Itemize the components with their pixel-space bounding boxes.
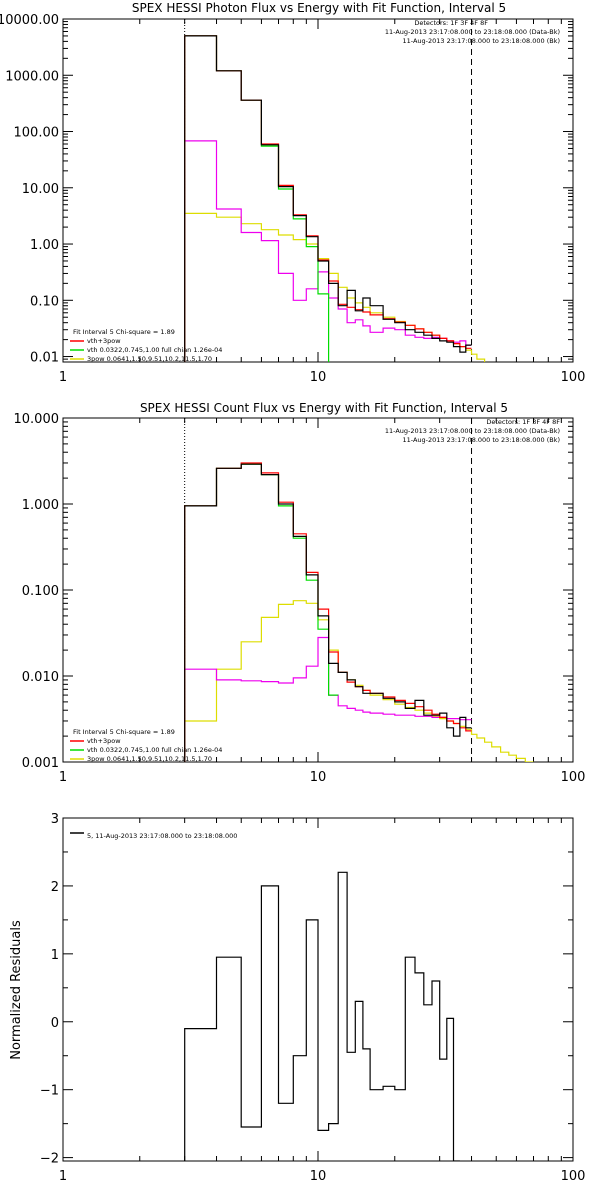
y-tick-label: 0.001 bbox=[22, 756, 59, 771]
y-tick-label: 1.00 bbox=[30, 238, 59, 253]
x-tick-label: 100 bbox=[561, 1169, 586, 1184]
detectors-label-2: Detectors: 1F 3F 4F 8F bbox=[486, 418, 560, 426]
count-flux-title: SPEX HESSI Count Flux vs Energy with Fit… bbox=[140, 401, 508, 415]
y-tick-label: 2 bbox=[51, 880, 59, 895]
y-tick-label: −2 bbox=[40, 1152, 59, 1167]
residuals-panel: Normalized Residuals 5, 11-Aug-2013 23:1… bbox=[9, 812, 585, 1184]
x-tick-label: 1 bbox=[59, 1169, 67, 1184]
legend-vth-label-2: vth 0.0322,0.745,1.00 full chian 1.26e-0… bbox=[87, 746, 222, 754]
y-tick-label: −1 bbox=[40, 1084, 59, 1099]
fit-interval-label-2: Fit Interval 5 Chi-square = 1.89 bbox=[73, 728, 175, 736]
bk-series-line bbox=[184, 636, 472, 762]
residuals-y-label: Normalized Residuals bbox=[9, 920, 24, 1060]
x-tick-label: 100 bbox=[561, 370, 586, 385]
x-tick-label: 10 bbox=[310, 370, 327, 385]
x-tick-label: 10 bbox=[310, 770, 327, 785]
y-tick-label: 1.000 bbox=[22, 498, 59, 513]
y-tick-label: 0.01 bbox=[30, 351, 59, 366]
legend-total-label: vth+3pow bbox=[87, 337, 121, 345]
residuals-legend-label: 5, 11-Aug-2013 23:17:08.000 to 23:18:08.… bbox=[87, 832, 237, 840]
x-tick-label: 1 bbox=[59, 770, 67, 785]
y-tick-label: 1 bbox=[51, 948, 59, 963]
y-tick-label: 0.10 bbox=[30, 294, 59, 309]
y-tick-label: 100.00 bbox=[14, 126, 60, 141]
y-tick-label: 10.00 bbox=[22, 182, 59, 197]
data-series-line bbox=[184, 871, 460, 1161]
data-interval-label: 11-Aug-2013 23:17:08.000 to 23:18:08.000… bbox=[385, 28, 560, 36]
legend-vth-label: vth 0.0322,0.745,1.00 full chian 1.26e-0… bbox=[87, 346, 222, 354]
y-tick-label: 0 bbox=[51, 1016, 59, 1031]
legend-pow-label: 3pow 0.0641,1.50,9.51,10.2,11.5,1.70 bbox=[87, 355, 212, 363]
y-tick-label: 0.010 bbox=[22, 670, 59, 685]
data-series-line bbox=[184, 463, 472, 762]
legend-pow-label-2: 3pow 0.0641,1.50,9.51,10.2,11.5,1.70 bbox=[87, 755, 212, 763]
y-tick-label: 0.100 bbox=[22, 584, 59, 599]
count-flux-panel: SPEX HESSI Count Flux vs Energy with Fit… bbox=[14, 401, 586, 785]
x-tick-label: 100 bbox=[561, 770, 586, 785]
photon-flux-panel: SPEX HESSI Photon Flux vs Energy with Fi… bbox=[0, 1, 585, 385]
photon-flux-title: SPEX HESSI Photon Flux vs Energy with Fi… bbox=[132, 1, 506, 15]
y-tick-label: 3 bbox=[51, 812, 59, 827]
fit-interval-label: Fit Interval 5 Chi-square = 1.89 bbox=[73, 328, 175, 336]
data-series-line bbox=[184, 35, 472, 362]
data-interval-label-2: 11-Aug-2013 23:17:08.000 to 23:18:08.000… bbox=[385, 427, 560, 435]
detectors-label: Detectors: 1F 3F 4F 8F bbox=[414, 19, 488, 27]
y-tick-label: 10.000 bbox=[14, 412, 60, 427]
y-tick-label: 10000.00 bbox=[0, 13, 59, 28]
bk-interval-label-2: 11-Aug-2013 23:17:08.000 to 23:18:08.000… bbox=[403, 436, 560, 444]
bk-interval-label: 11-Aug-2013 23:17:08.000 to 23:18:08.000… bbox=[403, 37, 560, 45]
legend-total-label-2: vth+3pow bbox=[87, 737, 121, 745]
y-tick-label: 1000.00 bbox=[5, 69, 59, 84]
x-tick-label: 10 bbox=[310, 1169, 327, 1184]
x-tick-label: 1 bbox=[59, 370, 67, 385]
